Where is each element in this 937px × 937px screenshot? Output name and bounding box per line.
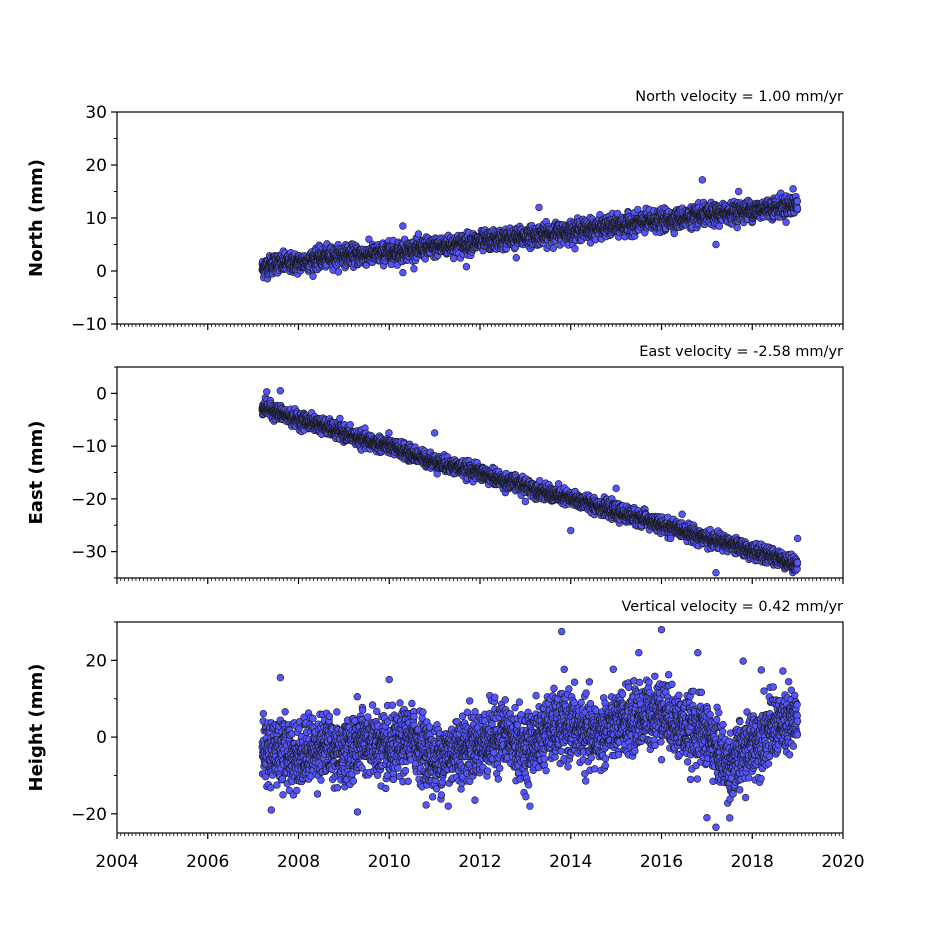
y-axis-label: North (mm)	[26, 159, 47, 277]
data-point	[793, 197, 802, 205]
y-tick-label: 30	[85, 103, 107, 123]
panel-north: −10 0 10 20 30 North velocity = 1.00 mm/yr Nor…	[26, 89, 844, 335]
panel-title: North velocity = 1.00 mm/yr	[635, 89, 843, 105]
data-point	[782, 218, 790, 226]
data-point	[346, 421, 354, 429]
y-tick-label: −10	[71, 315, 107, 335]
data-point	[414, 230, 423, 238]
data-point	[733, 223, 741, 232]
data-point	[385, 429, 393, 437]
data-point	[549, 244, 558, 252]
data-point	[334, 268, 343, 276]
data-point	[410, 265, 418, 273]
data-point	[365, 235, 373, 243]
data-point	[450, 254, 458, 263]
series-points	[258, 176, 802, 283]
data-point	[670, 229, 678, 238]
data-point	[712, 240, 720, 249]
y-tick-label: 0	[96, 262, 107, 282]
data-point	[336, 414, 344, 423]
y-tick-label: 10	[85, 209, 107, 229]
data-point	[512, 254, 520, 262]
data-point	[535, 203, 543, 212]
data-point	[309, 272, 317, 280]
data-point	[571, 244, 579, 253]
data-point	[789, 185, 797, 193]
data-point	[793, 204, 802, 213]
data-point	[399, 268, 407, 277]
y-tick-label: 20	[85, 156, 107, 176]
series-points	[258, 387, 802, 577]
data-point	[734, 187, 743, 196]
data-point	[715, 222, 723, 230]
data-point	[462, 263, 471, 271]
data-point	[399, 222, 407, 230]
data-point	[698, 176, 707, 184]
